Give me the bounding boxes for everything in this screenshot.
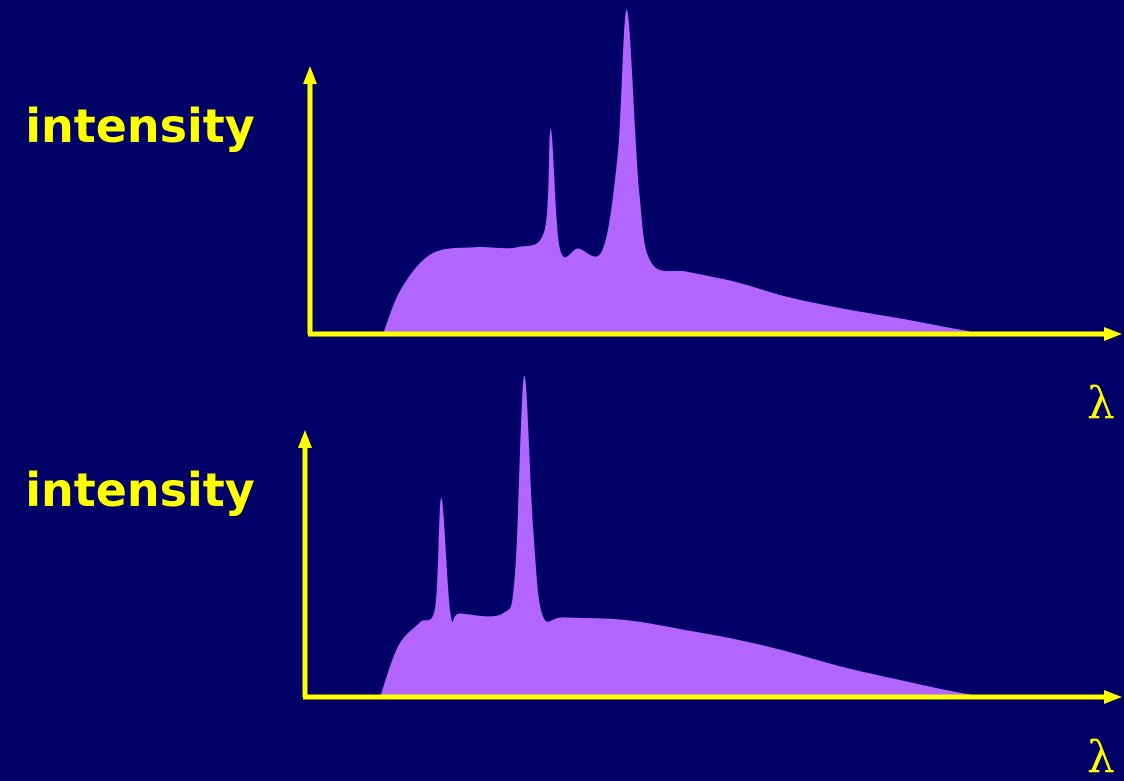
- spectrum-chart-top: intensity λ: [25, 9, 1122, 429]
- x-axis-label: λ: [1087, 732, 1115, 781]
- x-axis-arrow-icon: [1104, 690, 1122, 704]
- x-axis-arrow-icon: [1104, 327, 1122, 341]
- x-axis-label: λ: [1087, 378, 1115, 429]
- y-axis-label: intensity: [25, 463, 255, 517]
- y-axis-label: intensity: [25, 99, 255, 153]
- y-axis-arrow-icon: [303, 66, 317, 84]
- spectrum-area: [383, 9, 993, 335]
- spectrum-area: [380, 375, 993, 697]
- y-axis-arrow-icon: [298, 430, 312, 448]
- spectrum-chart-bottom: intensity λ: [25, 375, 1122, 781]
